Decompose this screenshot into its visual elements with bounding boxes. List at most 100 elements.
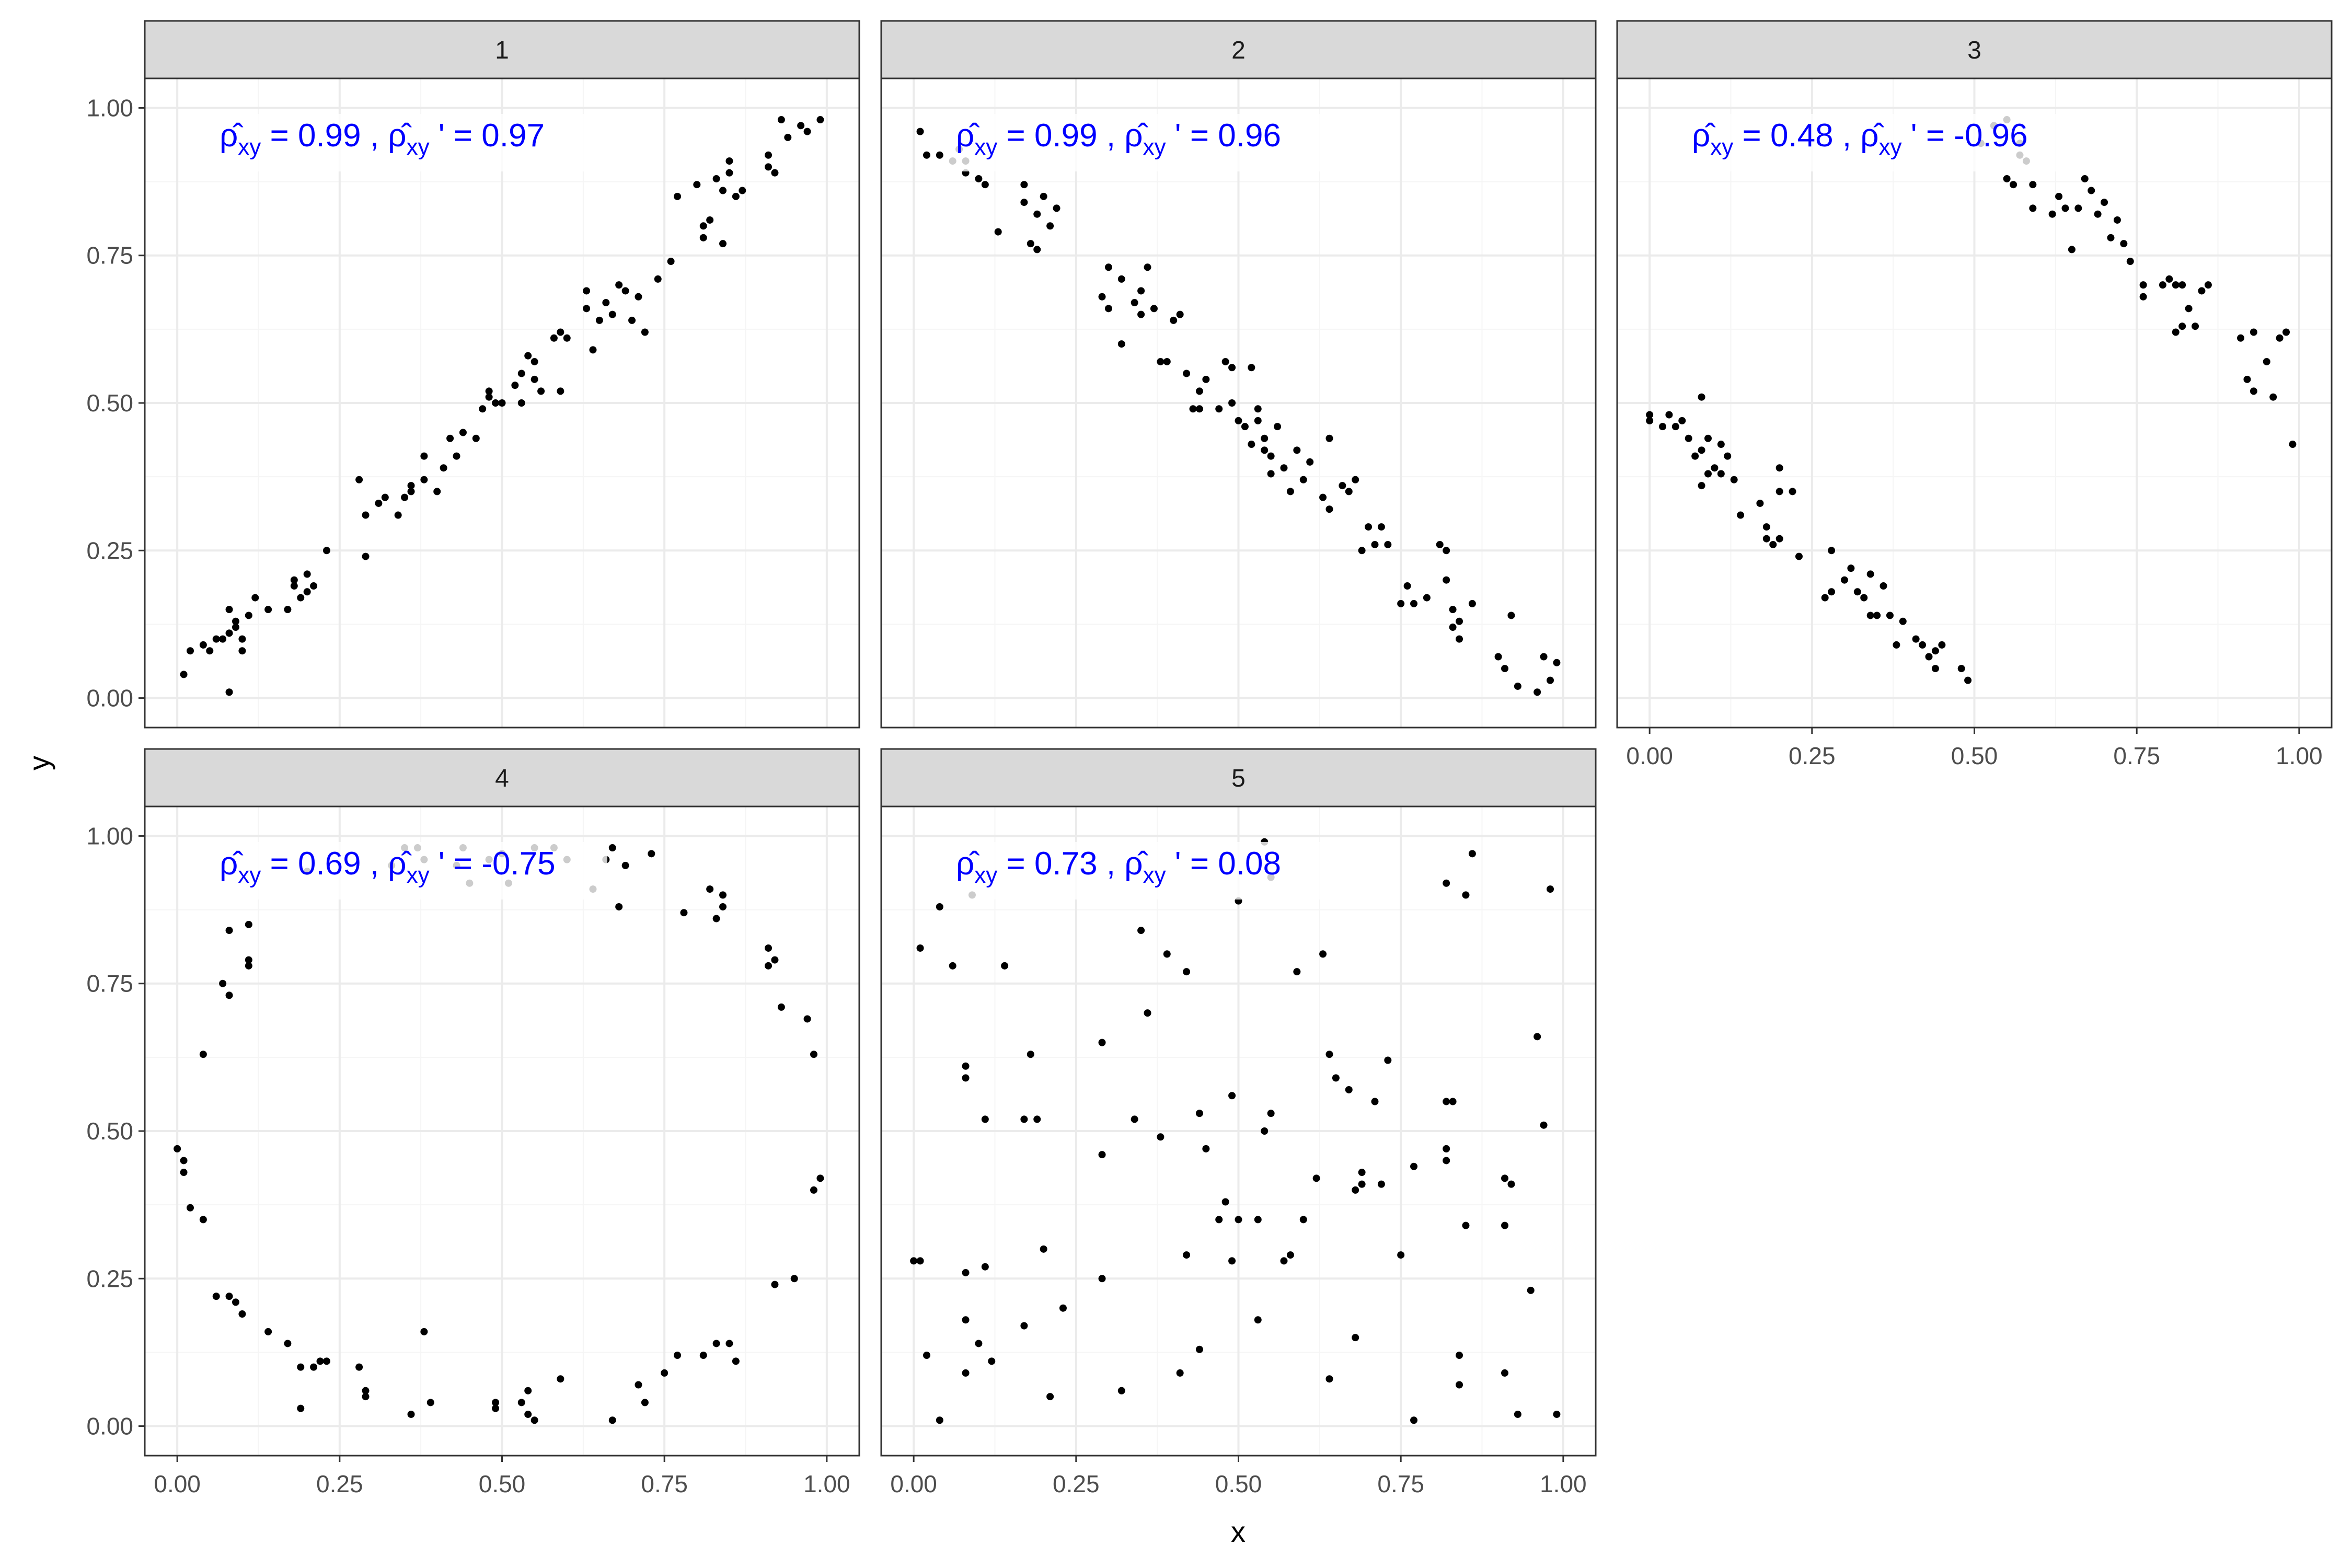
- data-point: [1769, 540, 1777, 548]
- data-point: [2107, 234, 2115, 241]
- data-point: [310, 1363, 318, 1371]
- data-point: [2061, 204, 2069, 212]
- data-point: [1443, 547, 1450, 555]
- data-point: [1131, 1115, 1138, 1123]
- data-point: [1828, 588, 1836, 596]
- data-point: [1267, 452, 1275, 460]
- data-point: [1221, 1198, 1229, 1206]
- y-tick-label: 0.25: [86, 1265, 133, 1292]
- correlation-annotation: ρ̂xy = 0.99 , ρ̂xy ' = 0.96: [956, 118, 1281, 160]
- data-point: [238, 635, 246, 643]
- data-point: [2250, 328, 2257, 336]
- data-point: [1274, 423, 1282, 431]
- data-point: [264, 1328, 272, 1335]
- data-point: [284, 606, 292, 614]
- data-point: [524, 352, 532, 360]
- data-point: [1104, 263, 1112, 271]
- data-point: [1698, 393, 1705, 401]
- data-point: [1534, 688, 1541, 696]
- data-point: [531, 375, 538, 383]
- data-point: [1163, 950, 1171, 958]
- data-point: [1248, 364, 1255, 372]
- data-point: [949, 962, 956, 970]
- data-point: [1384, 540, 1392, 548]
- x-tick-label: 0.25: [1789, 742, 1836, 769]
- data-point: [297, 1404, 305, 1412]
- y-tick-label: 0.50: [86, 1117, 133, 1145]
- data-point: [1319, 493, 1327, 501]
- data-point: [492, 399, 500, 407]
- data-point: [1730, 476, 1738, 483]
- x-tick-label: 0.75: [1377, 1470, 1424, 1497]
- facet-strip-label: 4: [495, 765, 509, 792]
- data-point: [1514, 682, 1521, 690]
- data-point: [628, 316, 636, 324]
- data-point: [1352, 1334, 1359, 1342]
- data-point: [2094, 210, 2102, 218]
- data-point: [771, 956, 779, 964]
- data-point: [1027, 1051, 1034, 1058]
- data-point: [1163, 358, 1171, 365]
- data-point: [674, 192, 682, 200]
- data-point: [1280, 464, 1288, 472]
- y-tick-label: 1.00: [86, 94, 133, 121]
- data-point: [1456, 1352, 1463, 1359]
- data-point: [563, 334, 571, 342]
- data-point: [765, 151, 773, 159]
- data-point: [433, 488, 441, 495]
- data-point: [232, 624, 239, 631]
- data-point: [1925, 653, 1933, 661]
- x-tick-label: 0.00: [1626, 742, 1673, 769]
- data-point: [589, 346, 597, 354]
- data-point: [712, 1340, 720, 1347]
- data-point: [1104, 305, 1112, 313]
- data-point: [916, 944, 924, 952]
- data-point: [1345, 1086, 1353, 1093]
- data-point: [1397, 599, 1405, 607]
- data-point: [180, 671, 188, 678]
- x-tick-label: 0.50: [1215, 1470, 1262, 1497]
- data-point: [1737, 511, 1745, 519]
- data-point: [1501, 1221, 1509, 1229]
- data-point: [232, 617, 239, 625]
- data-point: [1449, 1098, 1457, 1105]
- data-point: [2198, 287, 2206, 295]
- data-point: [1215, 405, 1223, 413]
- data-point: [699, 1352, 707, 1359]
- data-point: [2010, 181, 2017, 189]
- facet-strip: [880, 20, 1597, 79]
- data-point: [401, 493, 409, 501]
- data-point: [725, 169, 733, 177]
- data-point: [1964, 676, 1972, 684]
- data-point: [492, 1404, 500, 1412]
- data-point: [1371, 1098, 1379, 1105]
- data-point: [297, 1363, 305, 1371]
- data-point: [1117, 275, 1125, 283]
- data-point: [199, 1216, 207, 1224]
- data-point: [2101, 199, 2108, 206]
- data-point: [923, 151, 930, 159]
- data-point: [2237, 334, 2245, 342]
- data-point: [1377, 523, 1385, 531]
- correlation-annotation: ρ̂xy = 0.69 , ρ̂xy ' = -0.75: [220, 846, 556, 888]
- data-point: [1443, 576, 1450, 584]
- data-point: [517, 1399, 525, 1406]
- data-point: [1183, 968, 1191, 976]
- data-point: [1547, 885, 1554, 893]
- data-point: [1195, 1345, 1203, 1353]
- data-point: [1235, 1216, 1242, 1224]
- data-point: [739, 187, 746, 194]
- data-point: [635, 1381, 642, 1389]
- correlation-annotation: ρ̂xy = 0.48 , ρ̂xy ' = -0.96: [1692, 118, 2028, 160]
- data-point: [1228, 399, 1236, 407]
- data-point: [407, 482, 415, 490]
- data-point: [1443, 1157, 1450, 1165]
- data-point: [1137, 310, 1145, 318]
- data-point: [661, 1369, 668, 1377]
- facet-panel-3: 3 ρ̂xy = 0.48 , ρ̂xy ' = -0.96 0.00 0.25 0.5…: [1616, 20, 2333, 769]
- data-point: [1176, 310, 1184, 318]
- data-point: [1020, 199, 1028, 206]
- data-point: [2120, 240, 2128, 248]
- data-point: [2204, 281, 2212, 289]
- annotation-box: [1682, 114, 2080, 171]
